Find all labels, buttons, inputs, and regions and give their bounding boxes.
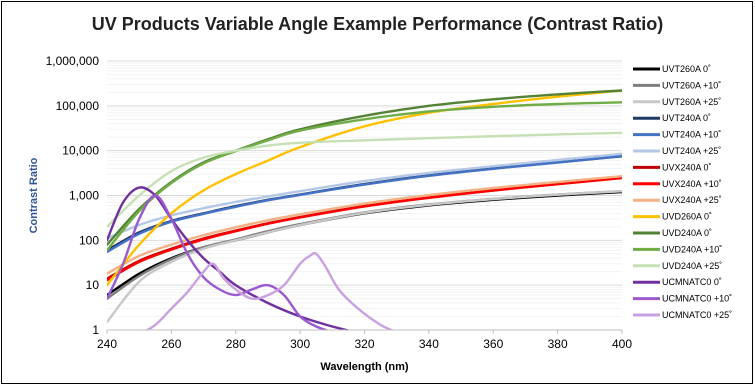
legend-label: UCMNATC0 0˚ <box>662 277 722 287</box>
series-line-11 <box>107 89 622 246</box>
y-tick-label: 100 <box>79 233 99 247</box>
x-tick-label: 380 <box>548 337 568 351</box>
gridlines <box>107 60 622 331</box>
legend-label: UVT240A +25˚ <box>662 146 721 156</box>
x-tick-label: 280 <box>226 337 246 351</box>
y-tick-label: 100,000 <box>56 99 100 113</box>
x-tick-label: 320 <box>354 337 374 351</box>
series-line-9 <box>107 175 622 275</box>
series-line-12 <box>107 101 622 252</box>
y-tick-label: 1 <box>92 323 99 337</box>
x-tick-label: 260 <box>161 337 181 351</box>
series-lines <box>107 89 622 330</box>
legend-label: UVT260A 0˚ <box>662 64 711 74</box>
x-tick-label: 340 <box>419 337 439 351</box>
x-tick-label: 400 <box>612 337 632 351</box>
x-axis-title: Wavelength (nm) <box>320 361 409 373</box>
series-line-15 <box>107 194 330 330</box>
x-tick-label: 240 <box>97 337 117 351</box>
series-line-6 <box>107 152 622 240</box>
legend-label: UCMNATC0 +10˚ <box>662 294 732 304</box>
legend-label: UVX240A +25˚ <box>662 195 722 205</box>
x-tick-label: 300 <box>290 337 310 351</box>
legend-label: UVT260A +10˚ <box>662 80 721 90</box>
legend-label: UVT240A 0˚ <box>662 113 711 123</box>
y-tick-label: 1,000,000 <box>46 54 100 68</box>
series-line-3 <box>107 190 622 324</box>
legend-label: UVD240A 0˚ <box>662 228 712 238</box>
y-tick-label: 1,000 <box>69 189 99 203</box>
legend-label: UVD240A +25˚ <box>662 261 722 271</box>
y-tick-label: 10 <box>86 278 100 292</box>
series-line-10 <box>107 89 622 287</box>
series-line-5 <box>107 154 622 254</box>
axes: 1 10 100 1,000 10,000 100,000 1,000,000 240 260 2… <box>28 54 632 373</box>
legend-label: UVX240A 0˚ <box>662 162 712 172</box>
legend-label: UVT240A +10˚ <box>662 130 721 140</box>
y-axis-title: Contrast Ratio <box>28 157 40 233</box>
series-line-13 <box>107 131 622 228</box>
legend-label: UVD240A +10˚ <box>662 244 722 254</box>
series-line-16 <box>144 251 395 330</box>
legend-label: UCMNATC0 +25˚ <box>662 310 732 320</box>
legend-label: UVT260A +25˚ <box>662 97 721 107</box>
x-tick-label: 360 <box>483 337 503 351</box>
legend: UVT260A 0˚ UVT260A +10˚ UVT260A +25˚ UVT240… <box>633 64 732 320</box>
y-tick-label: 10,000 <box>62 144 99 158</box>
legend-label: UVD260A 0˚ <box>662 212 712 222</box>
chart-title: UV Products Variable Angle Example Perfo… <box>91 14 664 34</box>
legend-label: UVX240A +10˚ <box>662 179 722 189</box>
series-line-8 <box>107 176 622 282</box>
